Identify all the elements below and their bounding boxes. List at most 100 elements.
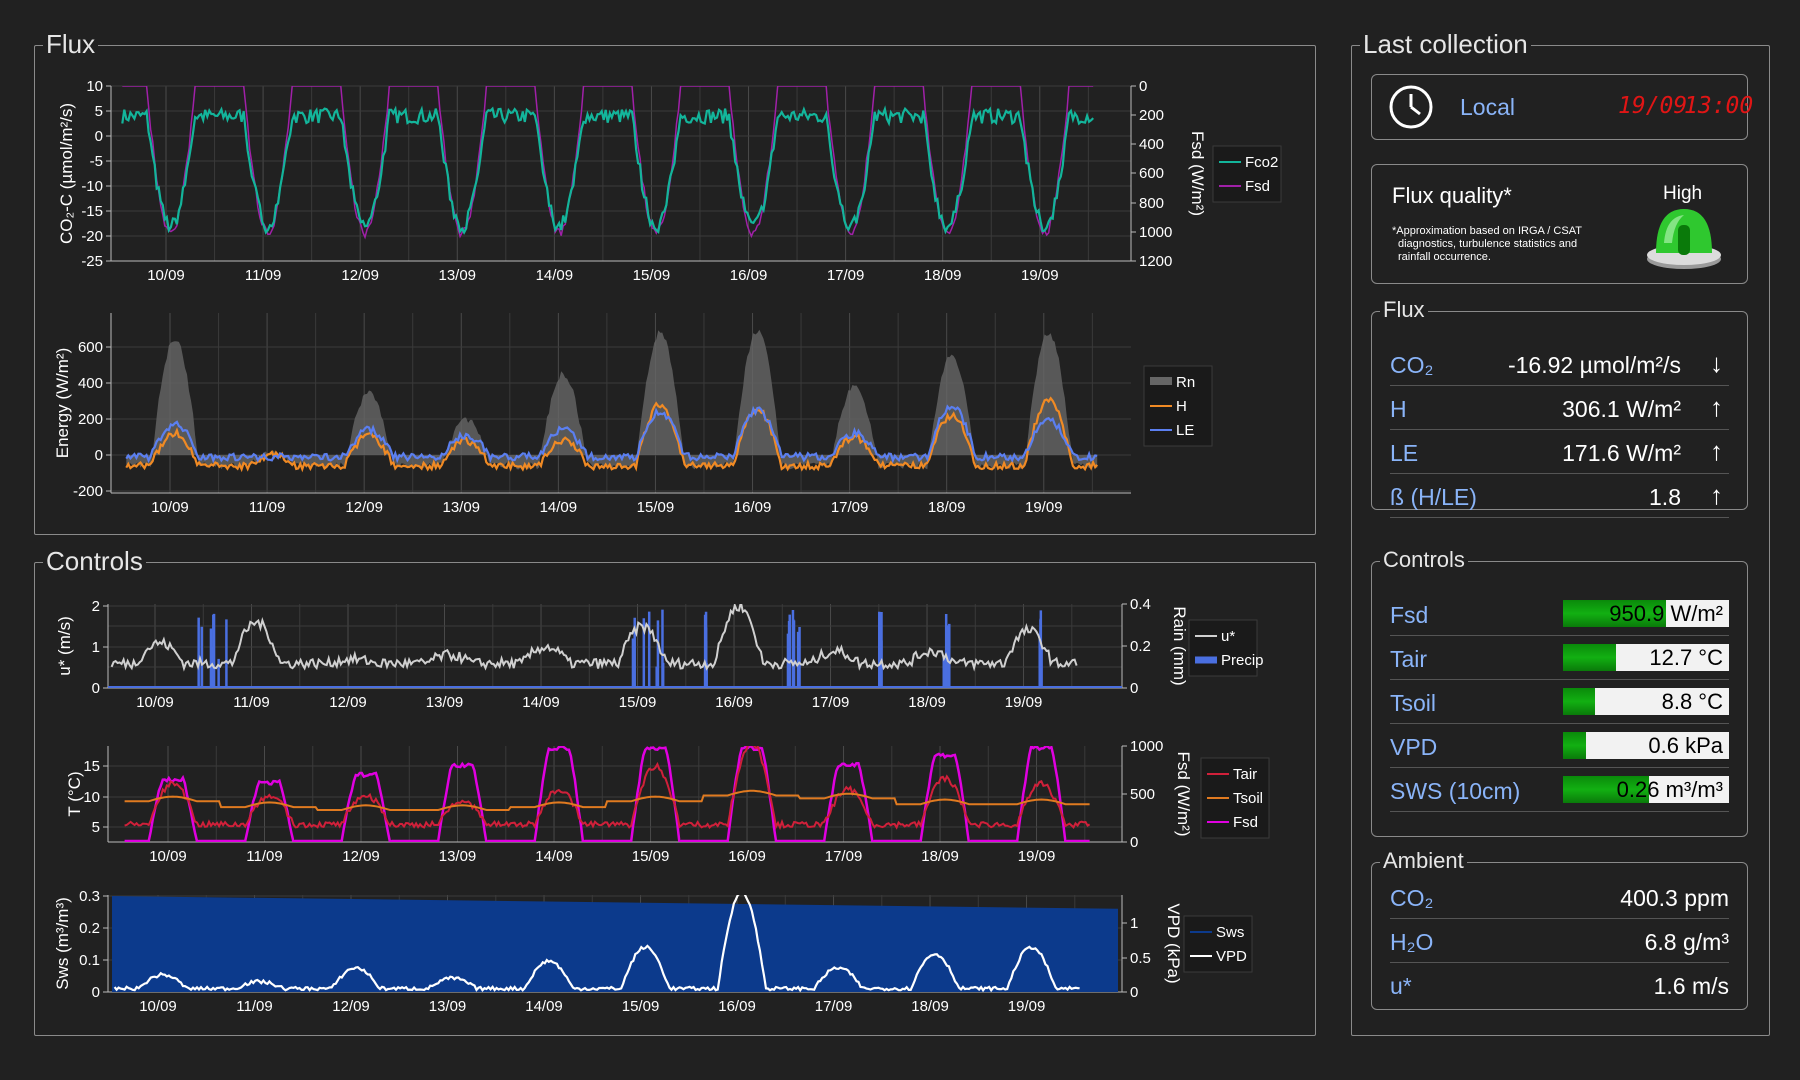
clock-box: Local 19/09 13:00: [1371, 74, 1753, 140]
series-tair: [124, 746, 1091, 831]
y-tick-label: 0.2: [79, 920, 100, 937]
flux-quality-box: Flux quality* *Approximation based on IR…: [1371, 164, 1748, 284]
y2-tick-label: 0.5: [1130, 950, 1151, 967]
flux-values-box: Flux CO₂ -16.92 µmol/m²/s ↓ H 306.1 W/m² ↑ LE 1…: [1371, 296, 1748, 518]
y2-tick-label: 0.4: [1130, 596, 1151, 613]
note-line-2: diagnostics, turbulence statistics and: [1398, 238, 1578, 250]
clock-time: 13:00: [1684, 93, 1754, 119]
legend-box: [1188, 619, 1258, 677]
y-tick-label: -25: [81, 253, 103, 270]
y2-axis-label: Rain (mm): [1170, 606, 1189, 685]
y-tick-label: 0: [95, 447, 103, 464]
flux-row-label: H: [1390, 396, 1407, 422]
x-tick-label: 11/09: [246, 848, 282, 865]
chart-0: 10/09 11/09 12/09 13/09 14/09 15/09 16/09 17/09…: [57, 78, 1207, 284]
control-row-label: Tair: [1390, 646, 1428, 672]
flux-panel: Flux: [34, 28, 1316, 535]
y-tick-label: -200: [73, 483, 103, 500]
control-row-value: 12.7 °C: [1649, 645, 1723, 670]
control-row-gauge: 12.7 °C: [1563, 644, 1729, 671]
y-tick-label: 0: [92, 984, 100, 1001]
ambient-row-value: 1.6 m/s: [1653, 973, 1729, 999]
x-tick-label: 15/09: [633, 267, 671, 284]
y-tick-label: -10: [81, 178, 103, 195]
y-tick-label: -5: [90, 153, 103, 170]
clock-icon: [1389, 85, 1433, 129]
control-row-value: 8.8 °C: [1661, 689, 1723, 714]
control-row-value: 950.9 W/m²: [1609, 601, 1723, 626]
flux-values-title: Flux: [1380, 296, 1428, 324]
x-tick-label: 14/09: [522, 694, 560, 711]
x-tick-label: 14/09: [536, 267, 574, 284]
flux-row-label: ß (H/LE): [1390, 484, 1477, 510]
x-tick-label: 16/09: [730, 267, 768, 284]
x-tick-label: 13/09: [426, 694, 464, 711]
legend-label: Rn: [1176, 374, 1195, 391]
control-row-label: Tsoil: [1390, 690, 1437, 716]
legend-label: u*: [1221, 628, 1235, 645]
plot-area: [125, 329, 1099, 473]
series-tsoil: [124, 789, 1090, 811]
y-tick-label: 0: [95, 128, 103, 145]
control-row: SWS (10cm) 0.26 m³/m³: [1390, 768, 1729, 812]
gauge-fill: [1563, 600, 1666, 627]
control-row-value: 0.26 m³/m³: [1616, 777, 1723, 802]
x-tick-label: 12/09: [332, 998, 370, 1015]
x-tick-label: 12/09: [342, 848, 380, 865]
control-row: Tsoil 8.8 °C: [1390, 680, 1729, 724]
x-tick-label: 15/09: [622, 998, 660, 1015]
y-axis-label: CO₂-C (µmol/m²/s): [57, 103, 76, 244]
y2-tick-label: 600: [1139, 165, 1164, 182]
x-tick-label: 18/09: [921, 848, 959, 865]
ambient-row-label: H₂O: [1390, 929, 1434, 955]
y-axis-label: T (°C): [65, 771, 84, 816]
control-row-gauge: 8.8 °C: [1563, 688, 1729, 715]
legend-label: VPD: [1216, 948, 1247, 965]
y-tick-label: 2: [92, 598, 100, 615]
ambient-row: H₂O 6.8 g/m³: [1390, 919, 1729, 963]
x-tick-label: 10/09: [151, 499, 189, 516]
flux-quality-note: *Approximation based on IRGA / CSAT diag…: [1392, 225, 1582, 264]
control-row-gauge: 950.9 W/m²: [1563, 600, 1729, 627]
control-row: Tair 12.7 °C: [1390, 636, 1729, 680]
x-tick-label: 19/09: [1005, 694, 1043, 711]
x-tick-label: 13/09: [439, 848, 477, 865]
y-tick-label: 200: [78, 411, 103, 428]
arrow-down-icon: ↓: [1710, 348, 1723, 378]
y2-tick-label: 200: [1139, 107, 1164, 124]
control-row: Fsd 950.9 W/m²: [1390, 592, 1729, 636]
x-tick-label: 15/09: [632, 848, 670, 865]
x-tick-label: 17/09: [815, 998, 853, 1015]
y2-axis-label: Fsd (W/m²): [1174, 752, 1193, 837]
ambient-row-value: 6.8 g/m³: [1644, 929, 1729, 955]
flux-row-value: -16.92 µmol/m²/s: [1507, 352, 1681, 378]
x-tick-label: 17/09: [812, 694, 850, 711]
series-le: [125, 404, 1098, 464]
series-ustar: [110, 604, 1078, 672]
control-row-label: SWS (10cm): [1390, 778, 1521, 804]
flux-row: CO₂ -16.92 µmol/m²/s ↓: [1390, 342, 1729, 386]
y2-tick-label: 0.2: [1130, 638, 1151, 655]
last-collection-panel: Last collection Local 19/09 13:00 Flux q…: [1351, 28, 1770, 1036]
x-tick-label: 16/09: [718, 998, 756, 1015]
legend-label: Fsd: [1245, 178, 1270, 195]
control-row-label: VPD: [1390, 734, 1438, 760]
y2-tick-label: 500: [1130, 786, 1155, 803]
legend-label: LE: [1176, 422, 1194, 439]
x-tick-label: 16/09: [734, 499, 772, 516]
legend-4: Sws VPD: [1183, 915, 1253, 973]
x-tick-label: 19/09: [1025, 499, 1063, 516]
legend-label: Tsoil: [1233, 790, 1263, 807]
chart-1: 10/09 11/09 12/09 13/09 14/09 15/09 16/09 17/09…: [53, 313, 1131, 516]
x-tick-label: 10/09: [147, 267, 185, 284]
x-tick-label: 13/09: [438, 267, 476, 284]
controls-panel: Controls: [34, 545, 1316, 1036]
clock-date: 19/09: [1618, 93, 1688, 119]
y-tick-label: 0: [92, 680, 100, 697]
x-tick-label: 18/09: [928, 499, 966, 516]
x-tick-label: 17/09: [827, 267, 865, 284]
x-tick-label: 10/09: [139, 998, 177, 1015]
x-tick-label: 19/09: [1018, 848, 1056, 865]
flux-row-label: CO₂: [1390, 352, 1434, 378]
